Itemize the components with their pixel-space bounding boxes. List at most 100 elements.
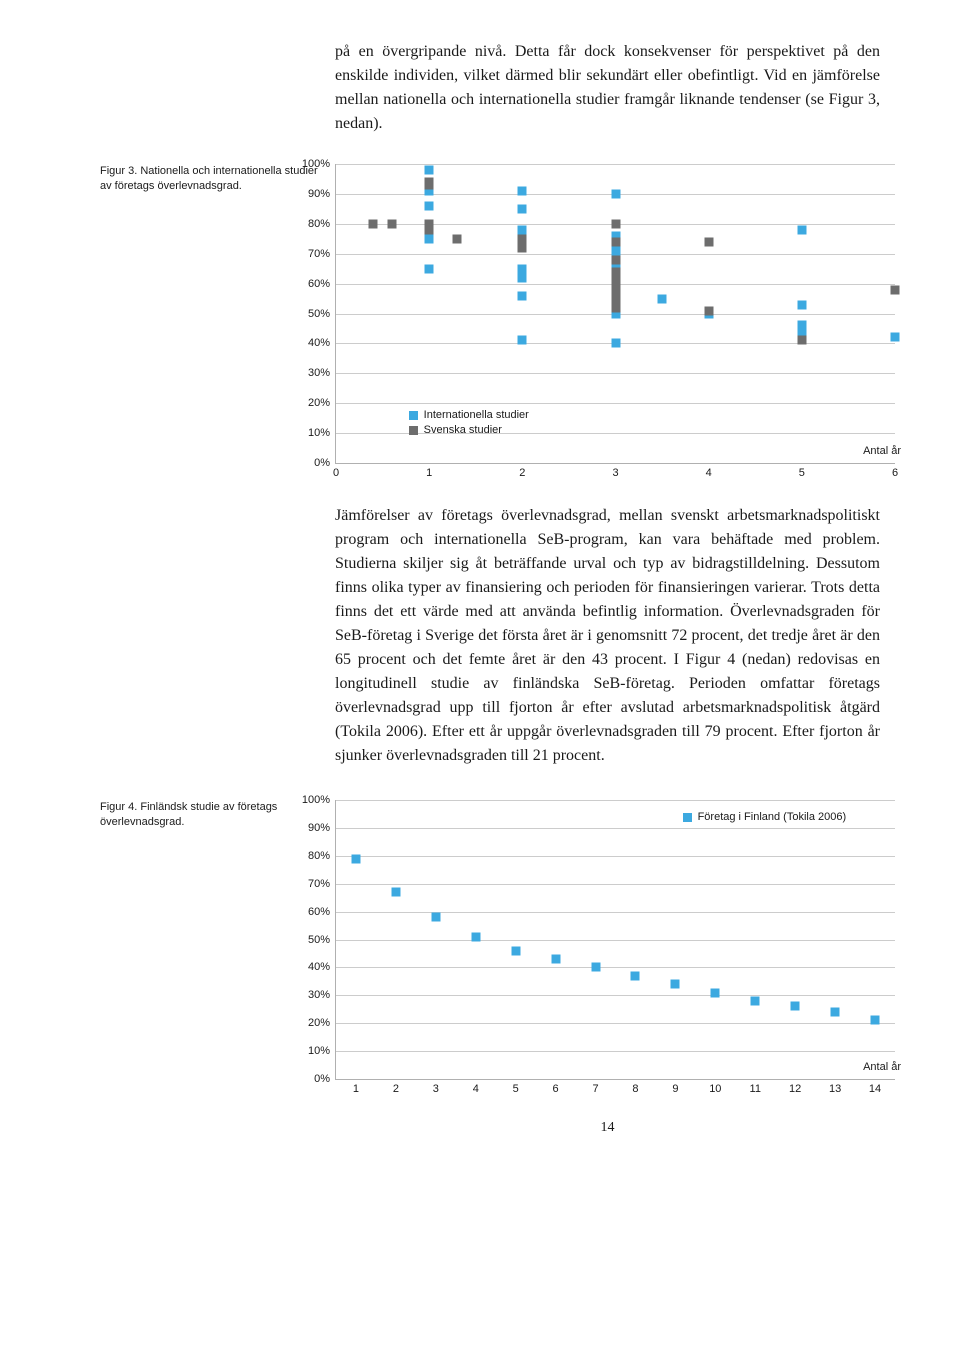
gridline xyxy=(336,828,895,829)
data-marker xyxy=(611,285,620,294)
data-marker xyxy=(518,225,527,234)
data-marker xyxy=(471,932,480,941)
x-tick-label: 2 xyxy=(519,463,525,479)
data-marker xyxy=(425,234,434,243)
data-marker xyxy=(751,996,760,1005)
data-marker xyxy=(797,300,806,309)
x-tick-label: 3 xyxy=(433,1079,439,1095)
x-tick-label: 6 xyxy=(892,463,898,479)
gridline xyxy=(336,800,895,801)
x-tick-label: 10 xyxy=(709,1079,721,1095)
data-marker xyxy=(518,291,527,300)
x-tick-label: 8 xyxy=(632,1079,638,1095)
y-tick-label: 20% xyxy=(308,1017,336,1029)
y-tick-label: 50% xyxy=(308,934,336,946)
data-marker xyxy=(511,946,520,955)
y-tick-label: 0% xyxy=(314,1073,336,1085)
data-marker xyxy=(704,237,713,246)
gridline xyxy=(336,1023,895,1024)
x-tick-label: 6 xyxy=(553,1079,559,1095)
data-marker xyxy=(425,165,434,174)
y-tick-label: 70% xyxy=(308,248,336,260)
chart-figure3: 0%10%20%30%40%50%60%70%80%90%100%0123456… xyxy=(335,164,880,464)
legend-label: Företag i Finland (Tokila 2006) xyxy=(698,811,847,823)
data-marker xyxy=(704,306,713,315)
data-marker xyxy=(711,988,720,997)
intro-paragraph: på en övergripande nivå. Detta får dock … xyxy=(335,40,880,136)
gridline xyxy=(336,403,895,404)
chart-legend: Företag i Finland (Tokila 2006) xyxy=(683,811,847,826)
x-tick-label: 0 xyxy=(333,463,339,479)
gridline xyxy=(336,995,895,996)
data-marker xyxy=(425,180,434,189)
data-marker xyxy=(425,225,434,234)
page-number: 14 xyxy=(335,1120,880,1136)
gridline xyxy=(336,967,895,968)
y-tick-label: 90% xyxy=(308,822,336,834)
gridline xyxy=(336,856,895,857)
legend-item: Företag i Finland (Tokila 2006) xyxy=(683,811,847,823)
data-marker xyxy=(387,219,396,228)
gridline xyxy=(336,1051,895,1052)
data-marker xyxy=(518,243,527,252)
y-tick-label: 40% xyxy=(308,337,336,349)
x-tick-label: 14 xyxy=(869,1079,881,1095)
data-marker xyxy=(791,1002,800,1011)
data-marker xyxy=(611,255,620,264)
data-marker xyxy=(671,980,680,989)
data-marker xyxy=(658,294,667,303)
x-tick-label: 2 xyxy=(393,1079,399,1095)
x-tick-label: 3 xyxy=(612,463,618,479)
x-axis-label: Antal år xyxy=(863,445,901,457)
x-tick-label: 4 xyxy=(473,1079,479,1095)
data-marker xyxy=(391,888,400,897)
x-tick-label: 1 xyxy=(426,463,432,479)
data-marker xyxy=(611,339,620,348)
data-marker xyxy=(431,913,440,922)
legend-item: Internationella studier xyxy=(409,409,529,421)
data-marker xyxy=(797,336,806,345)
chart-legend: Internationella studier Svenska studier xyxy=(409,409,529,439)
y-tick-label: 80% xyxy=(308,850,336,862)
y-tick-label: 100% xyxy=(302,158,336,170)
data-marker xyxy=(518,234,527,243)
gridline xyxy=(336,912,895,913)
data-marker xyxy=(611,189,620,198)
legend-swatch xyxy=(409,411,418,420)
data-marker xyxy=(369,219,378,228)
x-axis-label: Antal år xyxy=(863,1061,901,1073)
x-tick-label: 5 xyxy=(513,1079,519,1095)
body-paragraph: Jämförelser av företags överlevnadsgrad,… xyxy=(335,504,880,768)
y-tick-label: 30% xyxy=(308,367,336,379)
y-tick-label: 30% xyxy=(308,989,336,1001)
data-marker xyxy=(831,1008,840,1017)
data-marker xyxy=(611,294,620,303)
data-marker xyxy=(518,204,527,213)
legend-label: Svenska studier xyxy=(424,424,502,436)
y-tick-label: 10% xyxy=(308,1045,336,1057)
y-tick-label: 90% xyxy=(308,188,336,200)
legend-item: Svenska studier xyxy=(409,424,529,436)
y-tick-label: 40% xyxy=(308,961,336,973)
y-tick-label: 100% xyxy=(302,794,336,806)
gridline xyxy=(336,373,895,374)
data-marker xyxy=(551,955,560,964)
data-marker xyxy=(518,186,527,195)
data-marker xyxy=(891,285,900,294)
data-marker xyxy=(797,225,806,234)
figure4-caption: Figur 4. Finländsk studie av företags öv… xyxy=(100,800,320,831)
data-marker xyxy=(611,303,620,312)
data-marker xyxy=(425,264,434,273)
data-marker xyxy=(611,267,620,276)
legend-swatch xyxy=(409,426,418,435)
data-marker xyxy=(891,333,900,342)
y-tick-label: 70% xyxy=(308,878,336,890)
data-marker xyxy=(631,971,640,980)
y-tick-label: 60% xyxy=(308,278,336,290)
y-tick-label: 20% xyxy=(308,397,336,409)
x-tick-label: 4 xyxy=(706,463,712,479)
data-marker xyxy=(518,336,527,345)
data-marker xyxy=(425,201,434,210)
data-marker xyxy=(518,264,527,273)
y-tick-label: 60% xyxy=(308,906,336,918)
